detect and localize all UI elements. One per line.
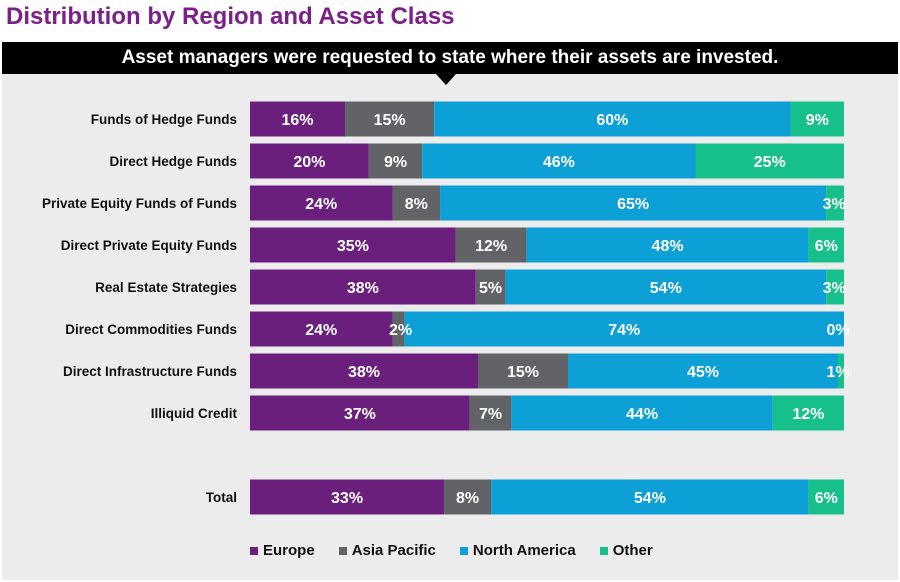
legend: Europe Asia Pacific North America Other: [250, 542, 677, 559]
legend-item-asia-pacific: Asia Pacific: [338, 542, 436, 559]
bar-direct-infrastructure-funds-other: [838, 353, 844, 389]
data-label-direct-infrastructure-funds-asia-pacific: 15%: [507, 364, 539, 381]
data-label-illiquid-credit-europe: 37%: [344, 406, 376, 423]
bar-direct-private-equity-funds-north-america: [526, 227, 809, 263]
data-label-funds-of-hedge-funds-asia-pacific: 15%: [374, 112, 406, 129]
legend-swatch-other: [599, 546, 608, 555]
legend-item-other: Other: [599, 542, 653, 559]
bar-direct-commodities-funds-asia-pacific: [392, 311, 405, 347]
chart-subtitle: Asset managers were requested to state w…: [2, 42, 898, 74]
bar-direct-private-equity-funds-other: [808, 227, 844, 263]
legend-label-europe: Europe: [263, 542, 315, 559]
bar-real-estate-strategies-europe: [250, 269, 476, 305]
chart-title: Distribution by Region and Asset Class: [6, 3, 455, 30]
bar-funds-of-hedge-funds-asia-pacific: [345, 101, 435, 137]
category-label-illiquid-credit: Illiquid Credit: [151, 406, 238, 421]
bar-direct-hedge-funds-asia-pacific: [368, 143, 423, 179]
category-label-direct-private-equity-funds: Direct Private Equity Funds: [61, 238, 237, 253]
data-label-direct-commodities-funds-other: 0%: [826, 322, 849, 339]
data-label-direct-private-equity-funds-europe: 35%: [337, 238, 369, 255]
data-label-direct-private-equity-funds-other: 6%: [815, 238, 838, 255]
category-label-direct-hedge-funds: Direct Hedge Funds: [109, 154, 237, 169]
bar-direct-infrastructure-funds-north-america: [568, 353, 838, 389]
data-label-illiquid-credit-other: 12%: [792, 406, 824, 423]
bar-illiquid-credit-other: [772, 395, 844, 431]
subtitle-pointer: [436, 74, 456, 85]
category-label-real-estate-strategies: Real Estate Strategies: [95, 280, 237, 295]
bar-private-equity-funds-of-funds-other: [826, 185, 844, 221]
category-label-direct-commodities-funds: Direct Commodities Funds: [65, 322, 237, 337]
data-label-real-estate-strategies-north-america: 54%: [650, 280, 682, 297]
category-label-total: Total: [206, 490, 237, 505]
bar-direct-infrastructure-funds-asia-pacific: [478, 353, 568, 389]
bar-funds-of-hedge-funds-europe: [250, 101, 346, 137]
bar-funds-of-hedge-funds-north-america: [434, 101, 791, 137]
stacked-bar-chart: Funds of Hedge Funds 16% 15% 60% 9% Direct He…: [42, 101, 850, 515]
bar-real-estate-strategies-asia-pacific: [475, 269, 506, 305]
bar-total-north-america: [491, 479, 809, 515]
legend-item-north-america: North America: [459, 542, 576, 559]
bar-funds-of-hedge-funds-other: [790, 101, 844, 137]
data-label-total-europe: 33%: [331, 490, 363, 507]
data-label-real-estate-strategies-europe: 38%: [347, 280, 379, 297]
data-label-direct-private-equity-funds-north-america: 48%: [652, 238, 684, 255]
bar-illiquid-credit-europe: [250, 395, 470, 431]
legend-label-other: Other: [612, 542, 653, 559]
data-label-illiquid-credit-north-america: 44%: [626, 406, 658, 423]
chart-panel: Asset managers were requested to state w…: [2, 42, 898, 580]
category-label-funds-of-hedge-funds: Funds of Hedge Funds: [91, 112, 237, 127]
bar-real-estate-strategies-north-america: [505, 269, 827, 305]
data-label-private-equity-funds-of-funds-north-america: 65%: [617, 196, 649, 213]
bar-direct-private-equity-funds-europe: [250, 227, 456, 263]
legend-swatch-europe: [250, 546, 258, 555]
legend-label-asia-pacific: Asia Pacific: [351, 542, 436, 559]
bar-private-equity-funds-of-funds-europe: [250, 185, 393, 221]
data-label-private-equity-funds-of-funds-europe: 24%: [305, 196, 337, 213]
bar-direct-infrastructure-funds-europe: [250, 353, 478, 389]
data-label-direct-hedge-funds-other: 25%: [754, 154, 786, 171]
data-label-funds-of-hedge-funds-north-america: 60%: [596, 112, 628, 129]
bar-illiquid-credit-asia-pacific: [469, 395, 512, 431]
data-label-total-other: 6%: [815, 490, 838, 507]
bar-direct-hedge-funds-europe: [250, 143, 369, 179]
legend-swatch-asia-pacific: [338, 546, 347, 555]
data-label-illiquid-credit-asia-pacific: 7%: [479, 406, 502, 423]
data-label-funds-of-hedge-funds-europe: 16%: [282, 112, 314, 129]
bar-private-equity-funds-of-funds-asia-pacific: [392, 185, 441, 221]
data-label-private-equity-funds-of-funds-other: 3%: [823, 196, 846, 213]
bar-direct-hedge-funds-north-america: [422, 143, 696, 179]
bar-direct-commodities-funds-europe: [250, 311, 393, 347]
bar-total-other: [808, 479, 844, 515]
data-label-direct-private-equity-funds-asia-pacific: 12%: [475, 238, 507, 255]
bar-total-europe: [250, 479, 445, 515]
bar-direct-commodities-funds-north-america: [404, 311, 844, 347]
legend-label-north-america: North America: [472, 542, 576, 559]
data-label-direct-hedge-funds-europe: 20%: [293, 154, 325, 171]
bar-real-estate-strategies-other: [826, 269, 844, 305]
data-label-funds-of-hedge-funds-other: 9%: [806, 112, 829, 129]
bar-private-equity-funds-of-funds-north-america: [440, 185, 827, 221]
data-label-total-north-america: 54%: [634, 490, 666, 507]
data-label-direct-commodities-funds-asia-pacific: 2%: [389, 322, 412, 339]
data-label-direct-commodities-funds-north-america: 74%: [608, 322, 640, 339]
bar-illiquid-credit-north-america: [511, 395, 773, 431]
category-label-direct-infrastructure-funds: Direct Infrastructure Funds: [63, 364, 237, 379]
data-label-direct-hedge-funds-north-america: 46%: [543, 154, 575, 171]
bar-direct-private-equity-funds-asia-pacific: [455, 227, 527, 263]
legend-item-europe: Europe: [250, 542, 315, 559]
data-label-real-estate-strategies-other: 3%: [823, 280, 846, 297]
bar-total-asia-pacific: [444, 479, 492, 515]
data-label-real-estate-strategies-asia-pacific: 5%: [479, 280, 502, 297]
data-label-direct-infrastructure-funds-europe: 38%: [348, 364, 380, 381]
bar-direct-hedge-funds-other: [695, 143, 844, 179]
data-label-direct-infrastructure-funds-other: 1%: [826, 364, 849, 381]
data-label-direct-commodities-funds-europe: 24%: [305, 322, 337, 339]
data-label-private-equity-funds-of-funds-asia-pacific: 8%: [405, 196, 428, 213]
data-label-direct-infrastructure-funds-north-america: 45%: [687, 364, 719, 381]
legend-swatch-north-america: [459, 546, 468, 555]
data-label-direct-hedge-funds-asia-pacific: 9%: [384, 154, 407, 171]
data-label-total-asia-pacific: 8%: [456, 490, 479, 507]
category-label-private-equity-funds-of-funds: Private Equity Funds of Funds: [42, 196, 237, 211]
